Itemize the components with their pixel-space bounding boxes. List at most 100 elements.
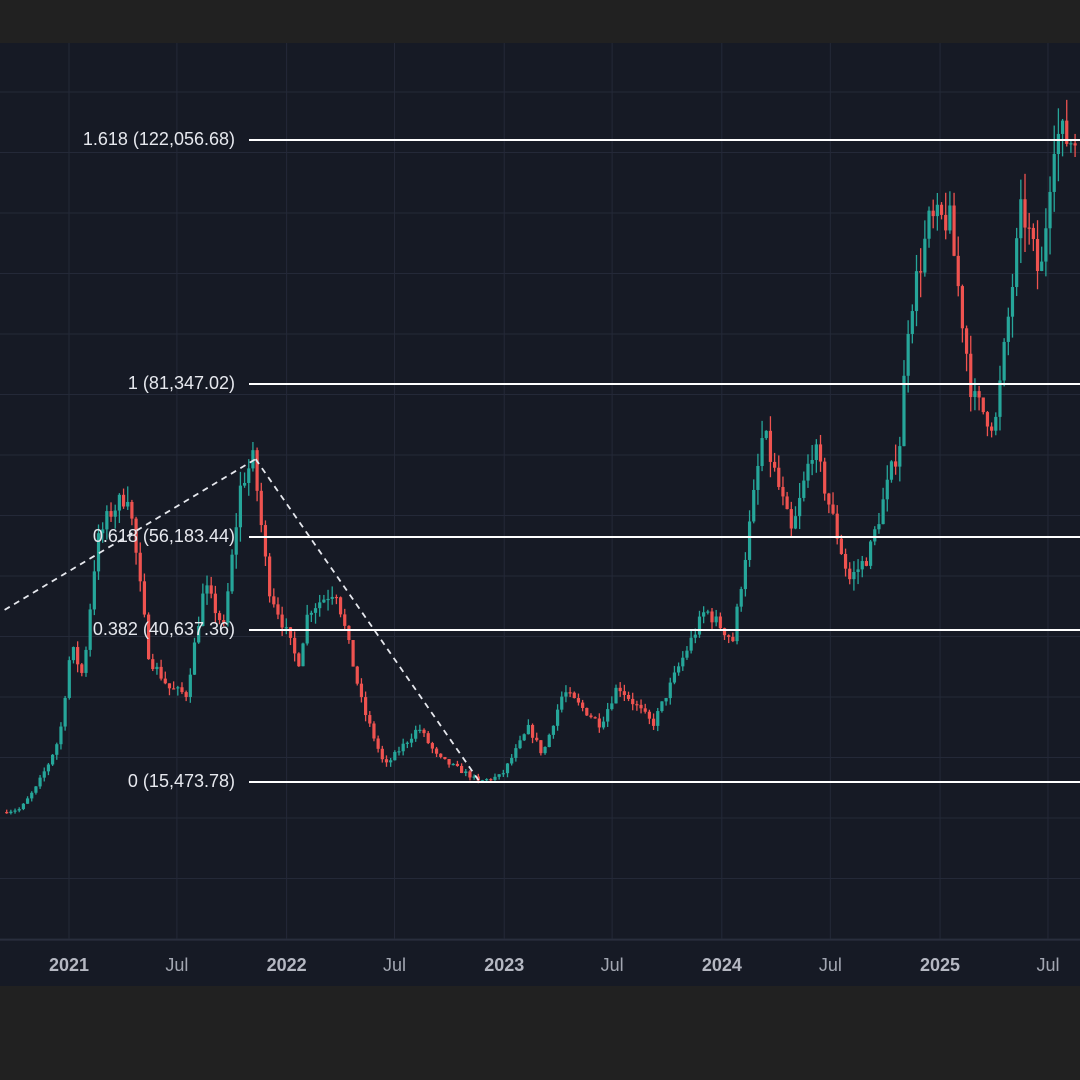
candle-down <box>789 501 793 538</box>
candle-up <box>881 487 885 525</box>
candle-down <box>773 452 777 472</box>
candle-down <box>985 410 990 437</box>
candle-up <box>1019 179 1023 264</box>
candle-up <box>681 651 685 671</box>
candle-down <box>276 597 280 620</box>
candle-down <box>439 753 443 759</box>
candle-down <box>990 422 994 438</box>
candle-up <box>518 735 522 750</box>
candle-up <box>706 609 710 615</box>
candle-up <box>405 741 409 749</box>
candle-up <box>59 722 63 750</box>
candle-up <box>510 754 514 766</box>
candle-up <box>242 472 247 488</box>
candle-up <box>514 744 518 762</box>
candle-up <box>9 809 13 815</box>
candle-up <box>610 696 614 711</box>
candle-up <box>564 685 568 703</box>
candle-down <box>643 703 647 714</box>
candle-down <box>530 723 535 744</box>
candle-up <box>34 785 38 795</box>
candle-up <box>497 774 501 780</box>
candle-down <box>259 482 263 533</box>
x-tick-month: Jul <box>165 955 188 975</box>
candle-down <box>952 192 956 257</box>
candle-up <box>522 733 526 742</box>
candle-up <box>910 304 914 344</box>
candle-up <box>1056 108 1060 182</box>
candle-down <box>272 588 276 608</box>
candle-up <box>702 606 706 624</box>
candle-up <box>743 552 747 597</box>
candle-up <box>560 691 564 713</box>
candle-up <box>247 459 251 496</box>
candle-up <box>409 733 414 748</box>
time-axis: 2021 Jul 2022 Jul 2023 Jul 2024 Jul 2025 Jul <box>49 955 1059 975</box>
candle-down <box>372 721 376 742</box>
candle-up <box>92 560 96 616</box>
dashed-trend-line[interactable] <box>4 458 257 611</box>
chart-area[interactable]: 1.618 (122,056.68) 1 (81,347.02) 0.618 (56… <box>0 43 1080 986</box>
candle-down <box>255 447 259 502</box>
candle-down <box>727 634 731 644</box>
candle-down <box>338 596 343 618</box>
candle-down <box>848 562 852 585</box>
candle-up <box>63 695 67 731</box>
candle-up <box>764 430 768 440</box>
candle-up <box>301 642 305 667</box>
candle-up <box>998 365 1002 431</box>
candle-down <box>380 745 384 763</box>
candle-down <box>718 612 722 630</box>
candle-up <box>71 646 76 664</box>
dashed-trend-line[interactable] <box>254 458 481 783</box>
candle-up <box>46 762 51 776</box>
candle-down <box>293 631 297 662</box>
candle-down <box>146 612 151 660</box>
candle-up <box>493 773 497 781</box>
candle-up <box>313 603 318 624</box>
candle-up <box>251 441 255 472</box>
candle-up <box>401 738 405 756</box>
candle-up <box>668 677 672 705</box>
candle-down <box>468 770 472 781</box>
candle-up <box>117 493 121 524</box>
candle-down <box>109 502 113 522</box>
candle-down <box>1023 173 1027 253</box>
candle-down <box>597 713 601 733</box>
candle-up <box>192 637 197 675</box>
fib-level-label: 1.618 (122,056.68) <box>83 129 235 149</box>
candle-up <box>197 616 201 644</box>
candle-up <box>735 603 739 645</box>
candle-up <box>1010 273 1015 338</box>
candles <box>5 99 1077 815</box>
candle-up <box>238 471 243 542</box>
x-tick-month: Jul <box>1036 955 1059 975</box>
candle-up <box>13 808 17 814</box>
candle-up <box>464 768 468 777</box>
x-tick-year: 2025 <box>920 955 960 975</box>
candle-up <box>55 742 59 760</box>
candle-down <box>585 707 589 716</box>
candle-down <box>576 693 581 706</box>
candle-up <box>798 482 802 530</box>
candle-up <box>230 549 234 594</box>
price-chart[interactable]: 1.618 (122,056.68) 1 (81,347.02) 0.618 (56… <box>0 43 1080 986</box>
candle-up <box>927 206 931 248</box>
candle-up <box>96 524 101 580</box>
candle-up <box>51 754 55 766</box>
candle-up <box>226 583 230 627</box>
candle-down <box>355 665 359 686</box>
candle-down <box>426 731 430 745</box>
candle-down <box>839 534 843 555</box>
candle-up <box>305 604 309 646</box>
candle-down <box>777 455 781 490</box>
candle-down <box>931 199 935 229</box>
candle-up <box>714 609 718 627</box>
candle-up <box>1002 338 1006 387</box>
candle-up <box>689 630 693 654</box>
candle-up <box>451 763 455 766</box>
candle-up <box>543 746 547 755</box>
candle-down <box>368 711 372 727</box>
candle-up <box>84 646 88 677</box>
candle-up <box>1044 208 1048 277</box>
